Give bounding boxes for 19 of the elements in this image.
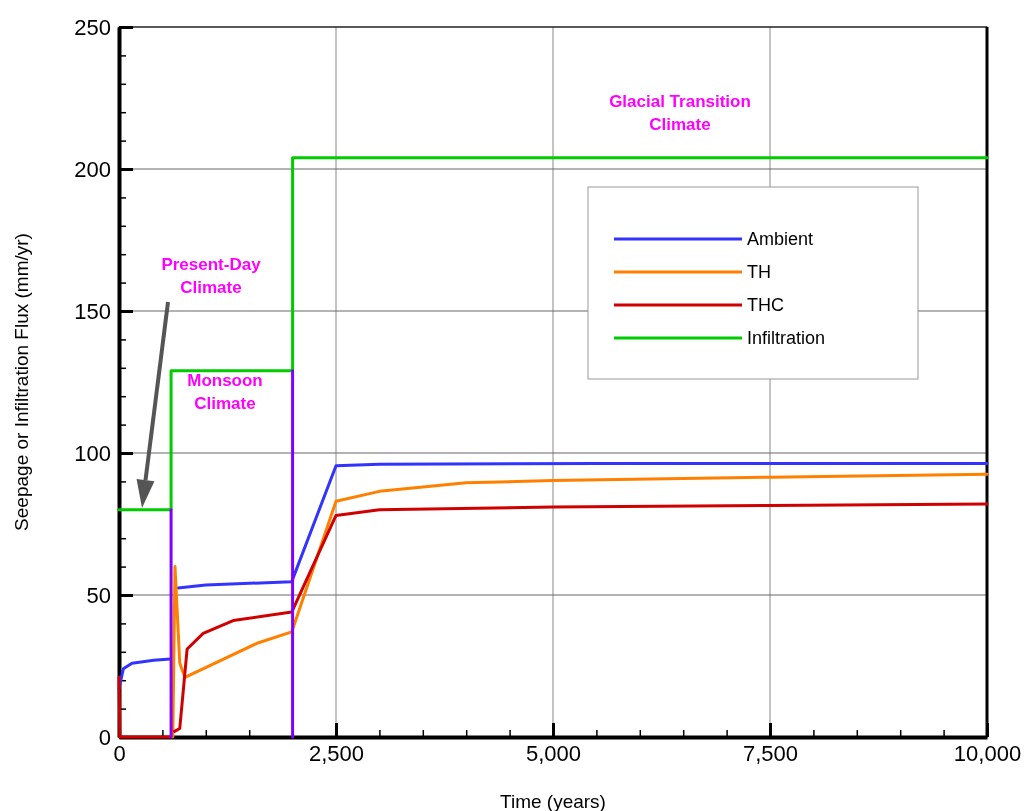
annotation: Present-Day Climate [161,255,262,297]
legend-label: TH [747,262,771,282]
annotation: Monsoon Climate [187,371,263,413]
x-tick-label: 10,000 [953,740,1022,766]
y-tick-label: 150 [74,298,111,324]
x-tick-label: 7,500 [742,740,799,766]
line-series [171,472,989,739]
y-tick-label: 50 [86,582,111,608]
y-tick-label: 100 [74,440,111,466]
y-axis-title: Seepage or Infiltration Flux (mm/yr) [11,233,32,531]
legend-label: THC [747,295,784,315]
legend-label: Infiltration [747,328,826,348]
annotation: Glacial Transition Climate [609,92,751,134]
y-tick-label: 200 [74,156,111,182]
y-tick-label: 0 [98,724,111,750]
x-tick-label: 5,000 [525,740,582,766]
y-tick-label: 250 [74,14,111,40]
legend-label: Ambient [747,229,814,249]
x-tick-label: 2,500 [308,740,365,766]
